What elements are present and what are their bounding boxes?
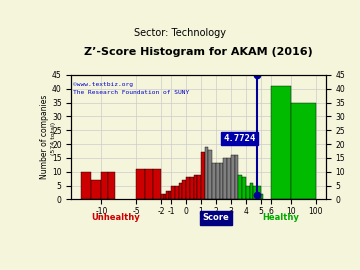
Bar — [182, 180, 186, 200]
Bar — [253, 185, 257, 200]
Text: Sector: Technology: Sector: Technology — [134, 28, 226, 38]
Bar — [231, 155, 235, 200]
Text: Healthy: Healthy — [262, 213, 299, 222]
Text: ©www.textbiz.org: ©www.textbiz.org — [73, 82, 134, 87]
Bar — [224, 158, 227, 200]
Bar — [242, 177, 246, 200]
Bar — [208, 150, 212, 200]
Bar — [271, 86, 291, 200]
Bar — [194, 174, 197, 200]
Bar — [205, 147, 208, 200]
Bar — [190, 177, 194, 200]
Bar — [186, 177, 190, 200]
Bar — [102, 172, 108, 200]
Bar — [235, 155, 238, 200]
Bar — [238, 174, 242, 200]
Bar — [201, 152, 205, 200]
Bar — [168, 191, 171, 200]
Bar — [91, 180, 102, 200]
Bar — [175, 185, 179, 200]
Bar — [81, 172, 91, 200]
Bar — [220, 163, 224, 200]
Bar — [144, 169, 153, 200]
Y-axis label: Number of companies: Number of companies — [40, 95, 49, 179]
Bar — [166, 191, 168, 200]
Bar — [291, 103, 316, 200]
Text: The Research Foundation of SUNY: The Research Foundation of SUNY — [73, 90, 190, 95]
Bar — [171, 185, 175, 200]
Bar — [136, 169, 144, 200]
Bar — [227, 158, 231, 200]
Bar — [216, 163, 220, 200]
Bar — [246, 185, 249, 200]
Title: Z’-Score Histogram for AKAM (2016): Z’-Score Histogram for AKAM (2016) — [84, 48, 313, 58]
Bar — [161, 194, 163, 200]
Bar — [108, 172, 115, 200]
Bar — [163, 194, 166, 200]
Text: (574 total): (574 total) — [51, 122, 56, 155]
Text: Score: Score — [203, 213, 229, 222]
Bar — [257, 185, 261, 200]
Bar — [212, 163, 216, 200]
Bar — [153, 169, 161, 200]
Bar — [179, 183, 182, 200]
Text: 4.7724: 4.7724 — [224, 134, 256, 143]
Bar — [197, 174, 201, 200]
Bar — [249, 183, 253, 200]
Text: Unhealthy: Unhealthy — [91, 213, 140, 222]
Bar — [261, 194, 263, 200]
